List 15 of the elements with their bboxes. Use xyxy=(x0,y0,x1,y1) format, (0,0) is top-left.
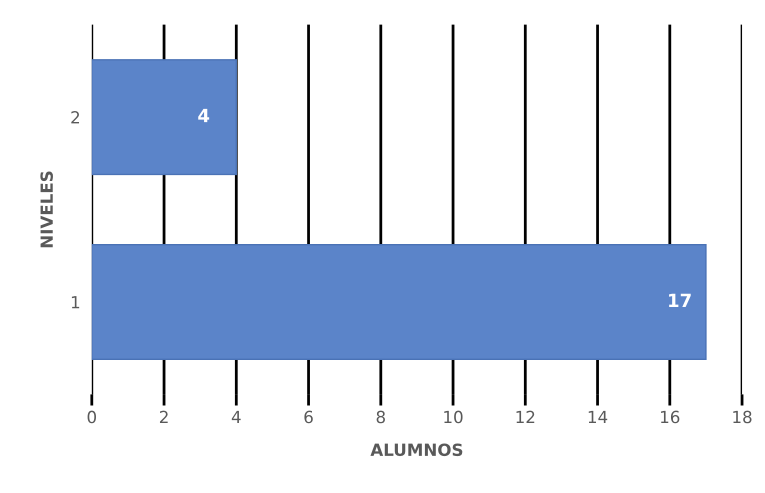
data-label: 17 xyxy=(669,294,691,307)
x-tick-label: 12 xyxy=(516,410,534,424)
x-tick-label: 8 xyxy=(376,410,385,424)
x-tick-label: 6 xyxy=(304,410,313,424)
x-tick-label: 0 xyxy=(88,410,96,424)
y-axis-title: NIVELES xyxy=(40,172,53,248)
data-label: 4 xyxy=(198,108,210,122)
x-tick-label: 2 xyxy=(160,410,168,424)
x-axis-title: ALUMNOS xyxy=(370,443,462,456)
x-tick-label: 14 xyxy=(588,410,608,424)
y-tick-label: 1 xyxy=(72,296,80,308)
x-tick-label: 10 xyxy=(444,410,463,424)
x-tick-label: 18 xyxy=(733,410,752,424)
x-tick-label: 16 xyxy=(661,410,680,424)
x-tick-label: 4 xyxy=(232,410,241,424)
